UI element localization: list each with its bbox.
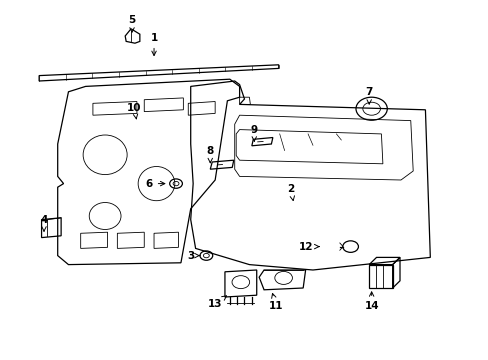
Text: 10: 10 — [127, 103, 142, 119]
Text: 11: 11 — [268, 293, 283, 311]
Text: 3: 3 — [187, 251, 200, 261]
Text: 6: 6 — [145, 179, 164, 189]
Text: 4: 4 — [40, 215, 48, 231]
Text: 7: 7 — [365, 87, 372, 104]
Text: 12: 12 — [298, 242, 318, 252]
Text: 8: 8 — [206, 146, 213, 163]
Text: 14: 14 — [364, 292, 378, 311]
Text: 1: 1 — [150, 33, 157, 55]
Text: 9: 9 — [250, 125, 257, 141]
Text: 2: 2 — [287, 184, 294, 201]
Text: 5: 5 — [128, 15, 135, 32]
Text: 13: 13 — [207, 296, 226, 309]
